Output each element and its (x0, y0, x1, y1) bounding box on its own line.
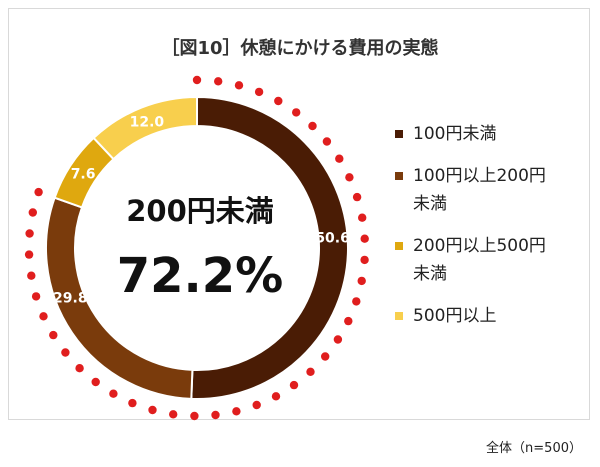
highlight-dot (335, 154, 344, 163)
highlight-dot (322, 137, 332, 146)
center-percent-label: 72.2% (116, 248, 284, 304)
highlight-dot (232, 407, 241, 416)
highlight-dot (75, 364, 84, 373)
highlight-dot (24, 250, 34, 259)
highlight-dot (39, 312, 48, 321)
legend-item-500-plus: 500円以上 (395, 302, 595, 330)
legend-label: 100円未満 (413, 124, 497, 144)
legend-swatch (395, 130, 403, 138)
highlight-dot (352, 192, 362, 202)
highlight-dot (333, 335, 343, 344)
highlight-dot (352, 297, 361, 306)
highlight-dot (357, 276, 366, 286)
highlight-dot (254, 87, 264, 97)
highlight-dot (31, 292, 41, 301)
highlight-dot (49, 330, 58, 340)
highlight-dot (211, 410, 220, 420)
highlight-dot (109, 389, 118, 398)
legend-label: 100円以上200円 (413, 166, 546, 186)
highlight-dot (252, 400, 261, 410)
center-category-label: 200円未満 (126, 194, 274, 228)
highlight-dot (308, 121, 317, 131)
legend-label: 200円以上500円 (413, 236, 546, 256)
highlight-dot (34, 187, 43, 197)
highlight-dot (271, 392, 281, 401)
highlight-dot (214, 77, 223, 86)
highlight-dot (61, 348, 70, 357)
legend-label-cont: 未満 (413, 264, 447, 284)
highlight-dot (274, 96, 283, 106)
highlight-dot (292, 108, 301, 117)
legend-label-cont: 未満 (413, 194, 447, 214)
donut-slice (92, 95, 198, 161)
highlight-dot (91, 377, 100, 387)
highlight-dot (289, 380, 299, 390)
highlight-dot (234, 81, 244, 90)
chart-title: ［図10］休憩にかける費用の実態 (161, 38, 439, 59)
highlight-dot (360, 234, 369, 243)
legend-swatch (395, 312, 403, 320)
highlight-dot (345, 173, 354, 182)
highlight-dot (192, 75, 202, 85)
chart-legend: 100円未満 100円以上200円 未満 200円以上500円 未満 500円以… (395, 120, 595, 344)
sample-size-note: 全体（n=500） (486, 441, 582, 456)
highlight-dot (360, 255, 369, 265)
highlight-dot (27, 271, 36, 280)
highlight-dot (128, 398, 137, 408)
slice-value-label: 12.0 (130, 115, 165, 131)
highlight-dot (169, 410, 178, 419)
highlight-dot (25, 229, 34, 238)
legend-item-100-to-200: 100円以上200円 未満 (395, 162, 595, 218)
highlight-dot (28, 208, 37, 217)
legend-item-200-to-500: 200円以上500円 未満 (395, 232, 595, 288)
highlight-dot (358, 213, 367, 222)
slice-value-label: 7.6 (71, 167, 96, 183)
highlight-dot (306, 367, 315, 376)
slice-value-label: 29.8 (53, 291, 88, 307)
highlight-dot (321, 352, 330, 361)
slice-value-label: 50.6 (315, 231, 350, 247)
highlight-dot (190, 411, 199, 421)
legend-swatch (395, 242, 403, 250)
legend-swatch (395, 172, 403, 180)
legend-item-under-100: 100円未満 (395, 120, 595, 148)
legend-label: 500円以上 (413, 306, 497, 326)
highlight-dot (344, 316, 353, 326)
highlight-dot (148, 405, 157, 415)
